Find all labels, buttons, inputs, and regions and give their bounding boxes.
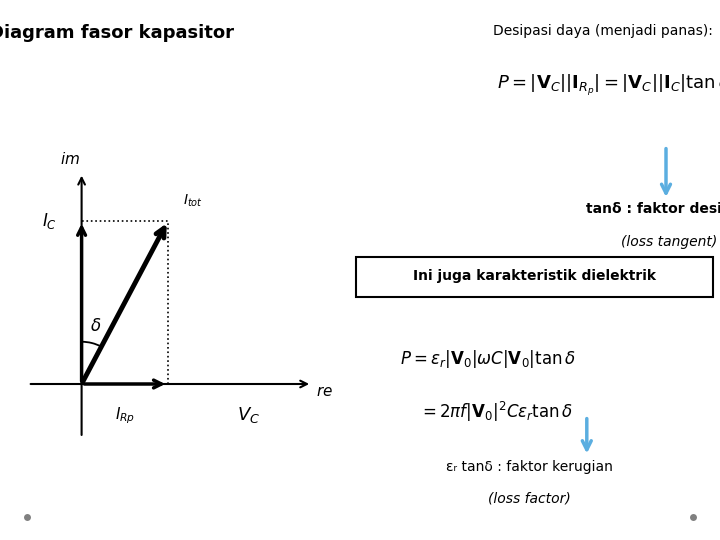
Text: Ini juga karakteristik dielektrik: Ini juga karakteristik dielektrik [413,269,657,284]
Text: (loss factor): (loss factor) [488,491,570,505]
Text: tanδ : faktor desipasi: tanδ : faktor desipasi [585,202,720,217]
Text: $P = \varepsilon_r|\mathbf{V}_0|\omega C|\mathbf{V}_0|\tan\delta$: $P = \varepsilon_r|\mathbf{V}_0|\omega C… [400,348,575,370]
Text: $\mathit{I}_{Rp}$: $\mathit{I}_{Rp}$ [114,405,135,426]
Text: $P = |\mathbf{V}_C||\mathbf{I}_{R_p}| = |\mathbf{V}_C||\mathbf{I}_C|\tan\delta$: $P = |\mathbf{V}_C||\mathbf{I}_{R_p}| = … [497,73,720,98]
Text: $\mathit{V}_C$: $\mathit{V}_C$ [237,405,260,425]
Text: $\mathit{I}_C$: $\mathit{I}_C$ [42,211,57,231]
Text: $im$: $im$ [60,151,80,167]
Text: Diagram fasor kapasitor: Diagram fasor kapasitor [0,24,234,42]
Text: (loss tangent): (loss tangent) [621,235,718,249]
Text: εᵣ tanδ : faktor kerugian: εᵣ tanδ : faktor kerugian [446,460,613,474]
FancyBboxPatch shape [356,256,713,297]
Text: $\mathit{I}_{tot}$: $\mathit{I}_{tot}$ [184,193,203,210]
Text: $\delta$: $\delta$ [90,317,102,335]
Text: $= 2\pi f|\mathbf{V}_0|^2 C\varepsilon_r \tan\delta$: $= 2\pi f|\mathbf{V}_0|^2 C\varepsilon_r… [419,400,573,424]
Text: Desipasi daya (menjadi panas):: Desipasi daya (menjadi panas): [493,24,713,38]
Text: $re$: $re$ [316,384,333,399]
